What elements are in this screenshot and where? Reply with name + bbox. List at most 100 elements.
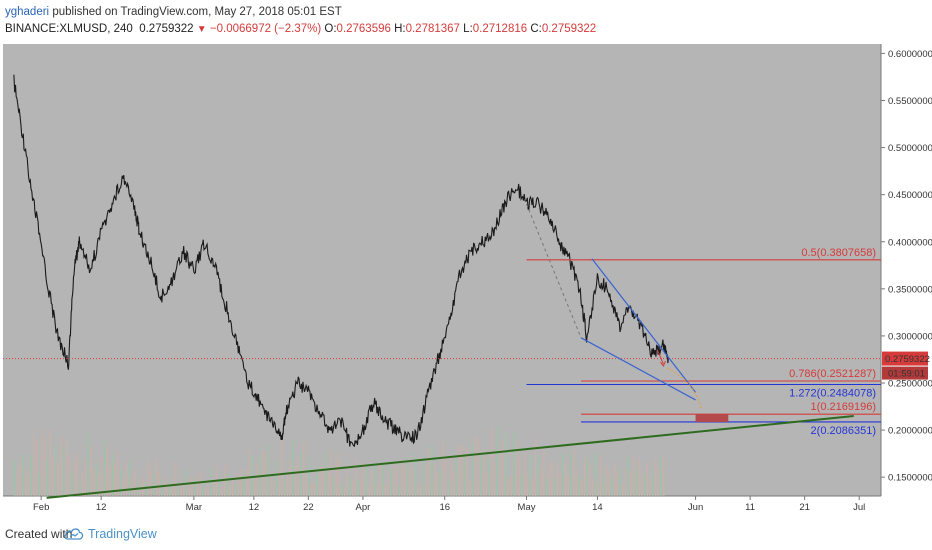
volume-bar (461, 444, 463, 496)
volume-bar (79, 480, 81, 496)
volume-bar (76, 452, 79, 496)
volume-bar (583, 456, 586, 496)
price-line (13, 74, 669, 447)
volume-bar (652, 468, 654, 496)
volume-bar (529, 455, 531, 496)
volume-bar (409, 467, 411, 496)
volume-bar (27, 467, 30, 496)
volume-bar (469, 480, 471, 496)
low-label: L: (463, 23, 473, 35)
volume-bar (237, 473, 240, 496)
projection-path (667, 367, 702, 410)
volume-bar (316, 464, 319, 496)
volume-bar (153, 473, 155, 496)
time-axis: Feb 12 Mar 12 22 Apr 16 May 14 Jun 11 21 Jul (33, 496, 865, 513)
volume-bar (188, 479, 190, 496)
volume-bar (185, 468, 188, 496)
y-tick-label: 0.1500000 (888, 473, 932, 484)
volume-bar (575, 470, 578, 496)
plot-area[interactable] (3, 44, 881, 496)
volume-bar (398, 485, 400, 496)
volume-bar (82, 472, 84, 496)
volume-bar (611, 477, 613, 496)
volume-bar (322, 467, 324, 496)
volume-bar (491, 427, 493, 496)
volume-bar (624, 469, 627, 496)
price-axis-panel[interactable] (881, 44, 932, 518)
volume-bar (463, 456, 466, 496)
volume-bar (436, 472, 439, 496)
volume-bar (649, 476, 651, 496)
volume-bar (302, 441, 305, 496)
volume-bar (180, 484, 182, 496)
volume-bar (46, 457, 49, 496)
volume-bar (35, 440, 38, 496)
volume-bar (147, 460, 150, 496)
volume-bar (422, 458, 425, 496)
volume-bar (109, 465, 111, 496)
volume-bar (123, 478, 125, 496)
volume-bar (657, 468, 659, 496)
volume-bar (207, 481, 210, 496)
ohlc-line: BINANCE:XLMUSD, 240 0.2759322 ▼ −0.00669… (5, 23, 596, 35)
volume-bar (425, 464, 428, 496)
current-price-tag (882, 351, 928, 366)
volume-bar (589, 465, 591, 496)
tradingview-cloud-icon[interactable] (64, 526, 84, 542)
close-value: 0.2759322 (541, 23, 597, 35)
volume-bar (346, 463, 349, 496)
volume-bar (654, 459, 657, 496)
volume-bar (286, 474, 289, 496)
volume-bar (458, 445, 460, 496)
volume-bar (177, 487, 180, 496)
volume-bar (365, 464, 368, 496)
volume-bar (174, 462, 177, 496)
volume-bar (106, 444, 109, 496)
volume-bar (572, 449, 575, 496)
volume-bar (54, 444, 57, 496)
volume-bar (270, 477, 272, 496)
volume-bar (133, 469, 136, 496)
volume-bar (616, 470, 619, 496)
volume-bar (267, 443, 270, 496)
volume-bar (87, 431, 90, 496)
symbol-label: BINANCE:XLMUSD, 240 (5, 23, 133, 35)
volume-bar (234, 483, 237, 496)
volume-bar (551, 460, 553, 496)
time-axis-panel[interactable] (0, 496, 932, 518)
high-value: 0.2781367 (405, 23, 460, 35)
volume-bar (240, 469, 242, 496)
volume-bar (542, 449, 545, 496)
volume-bar (114, 462, 117, 496)
volume-bar (507, 480, 509, 496)
wedge-upper-line (591, 258, 697, 393)
volume-bar (406, 457, 409, 496)
volume-bar (450, 457, 452, 496)
y-tick-label: 0.3500000 (888, 284, 932, 295)
volume-bar (496, 426, 499, 496)
tradingview-brand[interactable]: TradingView (88, 527, 157, 541)
close-label: C: (530, 23, 542, 35)
last-price: 0.2759322 (139, 23, 194, 35)
price-chart[interactable]: 0.5(0.3807658) 0.786(0.2521287) 1.272(0.24… (0, 44, 932, 518)
author-link[interactable]: yghaderi (5, 6, 50, 18)
candle-timer-tag (882, 366, 928, 380)
volume-bar (392, 467, 395, 496)
volume-bar (635, 465, 638, 496)
volume-bar (420, 482, 422, 496)
y-tick-label: 0.3000000 (888, 331, 932, 342)
volume-bar (73, 461, 76, 496)
x-tick-label: 22 (303, 502, 314, 513)
volume-bar (144, 483, 147, 496)
volume-bar (142, 476, 144, 496)
volume-bar (313, 483, 316, 496)
volume-bar (63, 447, 65, 496)
volume-bar (319, 467, 321, 496)
volume-bar (526, 473, 529, 496)
x-tick-label: 21 (799, 502, 810, 513)
volume-bar (387, 475, 390, 496)
volume-bar (256, 463, 259, 496)
volume-bar (382, 464, 384, 496)
volume-bar (226, 472, 229, 496)
down-triangle-icon: ▼ (196, 24, 207, 35)
